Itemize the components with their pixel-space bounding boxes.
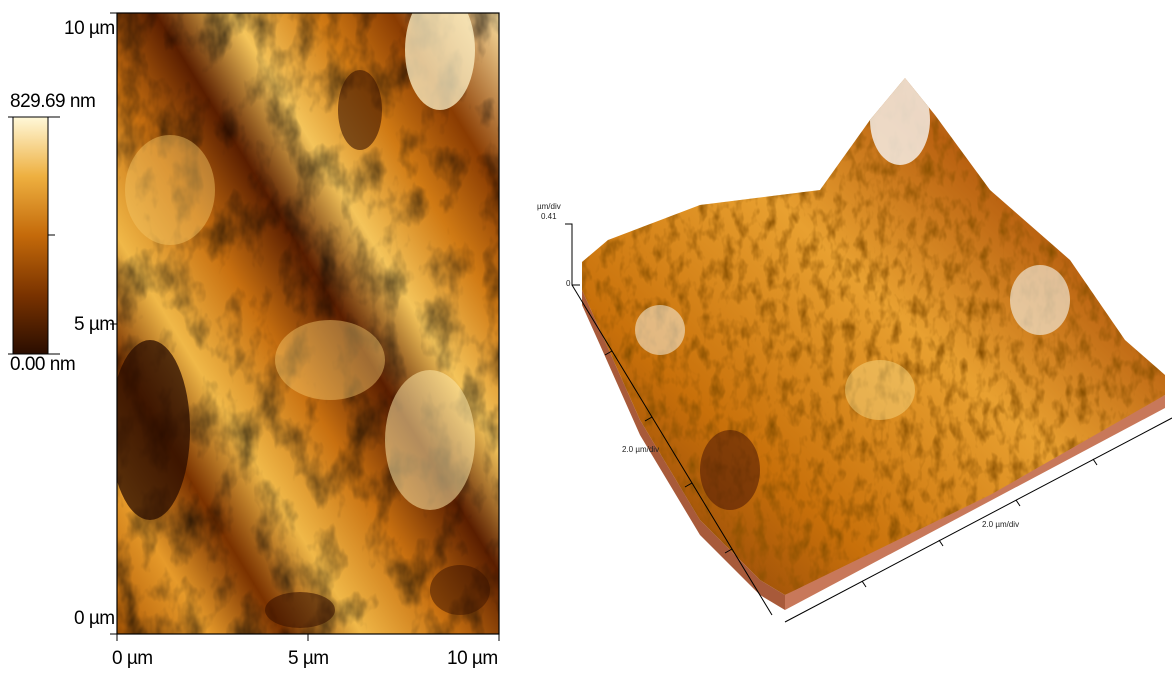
colorbar	[12, 116, 49, 355]
z-max-label: 0.41	[541, 212, 557, 221]
axis-ticks-3d	[604, 350, 1098, 588]
y-axis-label-3d: 2.0 µm/div	[622, 445, 660, 454]
y-axis-3d	[571, 284, 773, 616]
afm-height-map	[117, 13, 499, 634]
x-tick-label-5: 5 µm	[288, 648, 329, 669]
x-tick-label-0: 0 µm	[112, 648, 153, 669]
colorbar-min-label: 0.00 nm	[10, 354, 76, 375]
y-tick-label-0: 0 µm	[74, 608, 115, 629]
z-unit-label: µm/div	[537, 202, 561, 211]
x-tick-label-10: 10 µm	[447, 648, 498, 669]
x-axis-label-3d: 2.0 µm/div	[982, 520, 1020, 529]
z-min-label: 0	[566, 279, 571, 288]
colorbar-max-label: 829.69 nm	[10, 91, 96, 112]
afm-3d-surface	[582, 78, 1165, 595]
y-tick-label-10: 10 µm	[64, 18, 115, 39]
y-tick-label-5: 5 µm	[74, 314, 115, 335]
z-axis	[565, 223, 580, 286]
x-axis-3d	[784, 417, 1172, 623]
